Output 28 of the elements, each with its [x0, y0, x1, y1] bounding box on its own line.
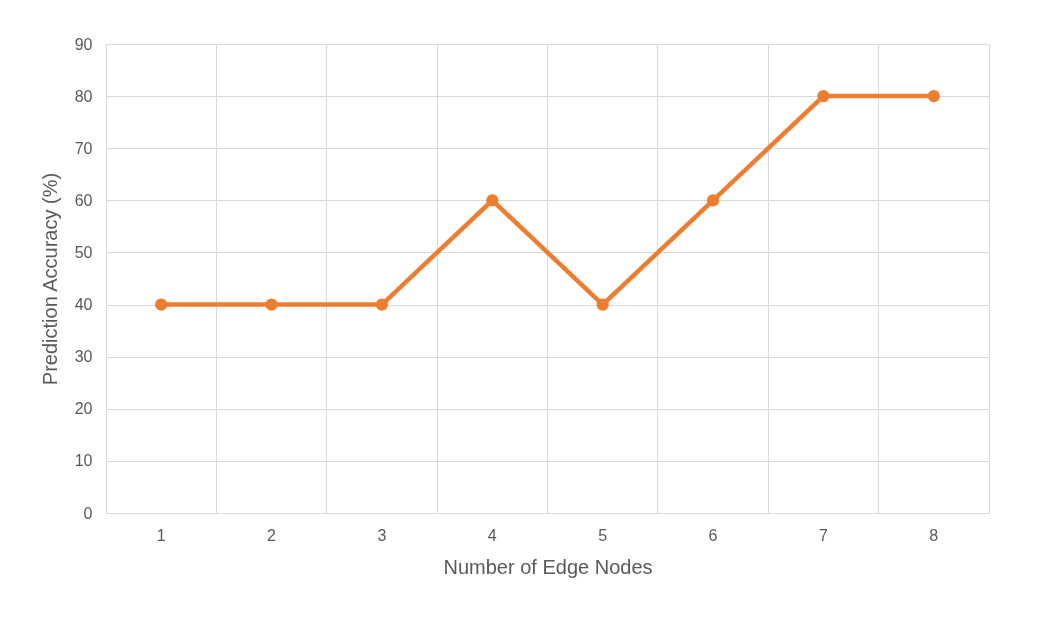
- x-tick-label: 3: [377, 526, 387, 544]
- x-tick-label: 5: [598, 526, 608, 544]
- point: [155, 298, 168, 311]
- x-tick-label: 7: [818, 526, 828, 544]
- x-tick-label: 8: [929, 526, 939, 544]
- point: [927, 90, 940, 103]
- point: [486, 194, 499, 207]
- y-tick-label: 40: [74, 296, 93, 314]
- y-tick-label: 60: [74, 191, 93, 209]
- y-tick-label: 90: [74, 35, 93, 53]
- point: [265, 298, 278, 311]
- x-tick-label: 4: [487, 526, 497, 544]
- y-tick-label: 80: [74, 87, 93, 105]
- y-tick-label: 0: [83, 504, 93, 522]
- y-tick-label: 20: [74, 400, 93, 418]
- y-axis-title: Prediction Accuracy (%): [38, 172, 61, 386]
- point: [817, 90, 830, 103]
- x-tick-label: 6: [708, 526, 718, 544]
- point: [375, 298, 389, 311]
- y-tick-label: 10: [74, 452, 93, 470]
- point: [706, 194, 720, 207]
- y-tick-label: 50: [74, 243, 93, 261]
- y-tick-label: 30: [74, 348, 93, 366]
- x-axis-title: Number of Edge Nodes: [443, 555, 653, 578]
- x-tick-label: 1: [156, 526, 166, 544]
- point: [596, 298, 609, 311]
- y-tick-label: 70: [74, 139, 93, 157]
- x-tick-label: 2: [267, 526, 277, 544]
